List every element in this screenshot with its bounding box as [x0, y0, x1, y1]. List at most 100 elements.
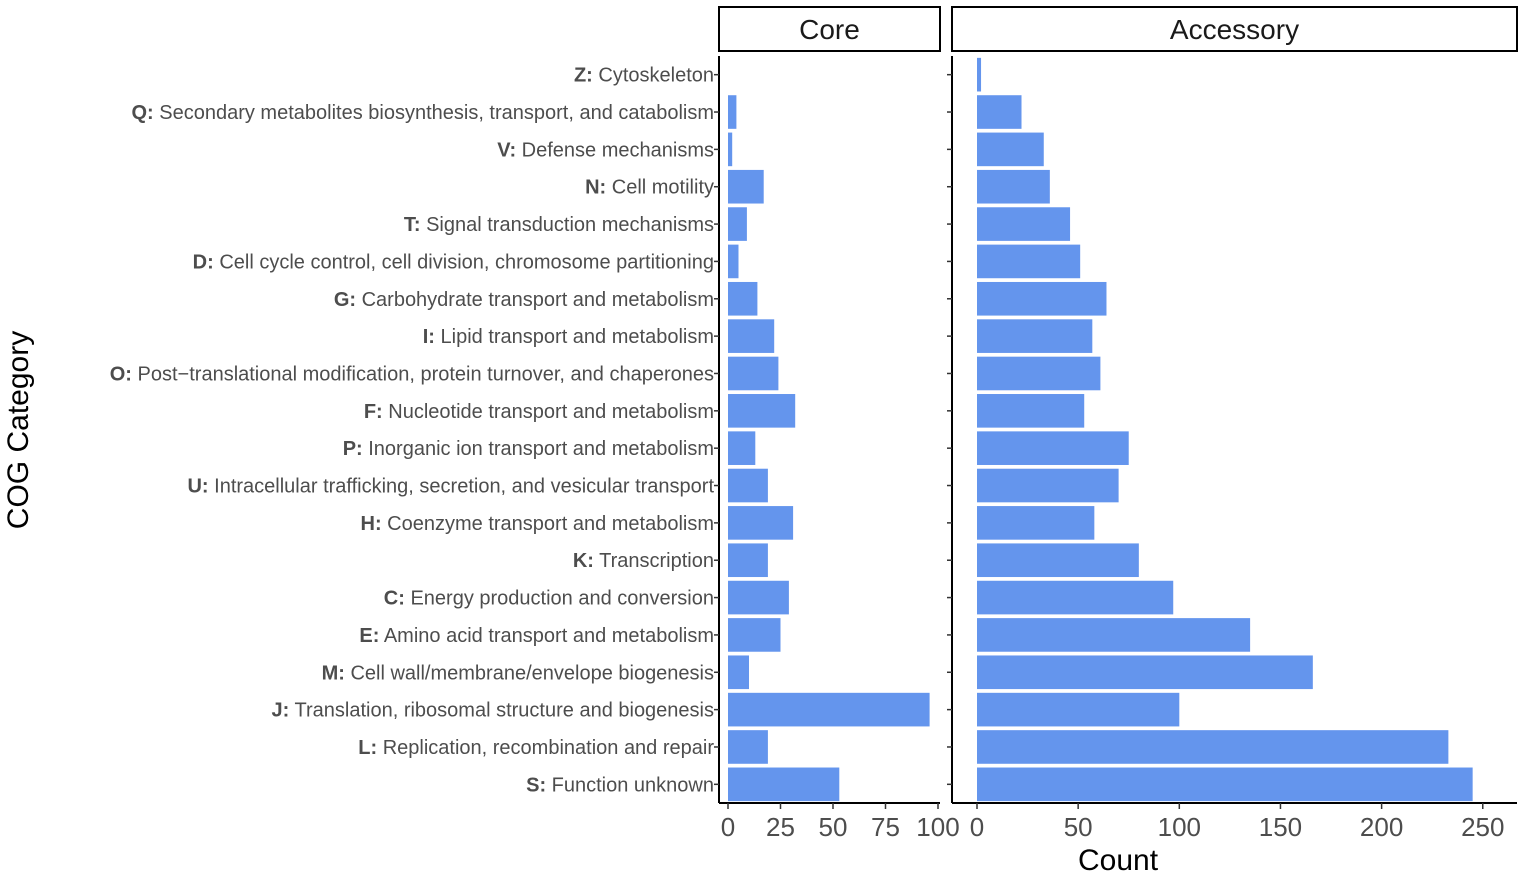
bar — [977, 95, 1022, 129]
x-tick-label: 75 — [871, 812, 900, 842]
category-description: Cell cycle control, cell division, chrom… — [214, 251, 714, 273]
bar — [977, 394, 1085, 428]
category-description: Cell motility — [606, 177, 714, 199]
category-code: N: — [585, 177, 606, 199]
bar — [977, 319, 1093, 353]
bar — [977, 281, 1107, 316]
bar — [728, 281, 758, 316]
bar — [728, 543, 768, 578]
category-label: P: Inorganic ion transport and metabolis… — [343, 438, 714, 460]
category-code: U: — [187, 476, 208, 498]
category-label: U: Intracellular trafficking, secretion,… — [187, 476, 714, 498]
x-tick-label: 200 — [1360, 812, 1403, 842]
category-label: Z: Cytoskeleton — [574, 65, 714, 87]
bar — [977, 543, 1139, 578]
category-code: M: — [322, 662, 345, 684]
bar — [977, 169, 1050, 204]
category-code: P: — [343, 438, 363, 460]
bar — [728, 431, 756, 465]
bar — [728, 580, 789, 615]
category-description: Amino acid transport and metabolism — [379, 625, 714, 647]
category-labels: Z: Cytoskeleton Q: Secondary metabolites … — [110, 65, 715, 797]
category-code: Z: — [574, 65, 593, 87]
facet-strip — [951, 6, 1518, 52]
x-tick-label: 25 — [766, 812, 795, 842]
category-code: Q: — [131, 102, 153, 124]
x-tick-label: 0 — [970, 812, 984, 842]
x-tick-label: 50 — [1064, 812, 1093, 842]
bar — [728, 468, 768, 503]
category-code: C: — [384, 588, 405, 610]
category-code: H: — [361, 513, 382, 535]
bar — [977, 431, 1129, 465]
category-code: I: — [423, 326, 435, 348]
category-label: L: Replication, recombination and repair — [358, 737, 714, 759]
category-code: F: — [364, 401, 383, 423]
x-tick-label: 150 — [1259, 812, 1302, 842]
bar — [977, 506, 1095, 540]
category-description: Function unknown — [546, 774, 714, 796]
facet-strip-label: Accessory — [1170, 14, 1299, 45]
y-axis-title: COG Category — [2, 331, 35, 529]
bar — [728, 244, 739, 279]
bar — [728, 95, 737, 129]
x-axis-title: Count — [1078, 844, 1159, 877]
bar — [728, 618, 781, 652]
category-label: M: Cell wall/membrane/envelope biogenesi… — [322, 662, 714, 684]
category-description: Lipid transport and metabolism — [435, 326, 714, 348]
category-label: K: Transcription — [573, 550, 714, 572]
category-label: I: Lipid transport and metabolism — [423, 326, 714, 348]
category-description: Energy production and conversion — [405, 588, 714, 610]
x-tick-label: 250 — [1461, 812, 1504, 842]
category-label: C: Energy production and conversion — [384, 588, 714, 610]
bar — [977, 767, 1473, 802]
bar — [728, 394, 796, 428]
category-label: Q: Secondary metabolites biosynthesis, t… — [131, 102, 714, 124]
bar — [728, 506, 794, 540]
category-label: F: Nucleotide transport and metabolism — [364, 401, 714, 423]
bar — [977, 655, 1313, 690]
x-tick-label: 100 — [1158, 812, 1201, 842]
bar — [728, 356, 779, 391]
category-label: S: Function unknown — [526, 774, 714, 796]
x-tick-label: 50 — [819, 812, 848, 842]
category-description: Inorganic ion transport and metabolism — [363, 438, 714, 460]
category-description: Secondary metabolites biosynthesis, tran… — [154, 102, 714, 124]
category-description: Intracellular trafficking, secretion, an… — [209, 476, 715, 498]
category-description: Cell wall/membrane/envelope biogenesis — [345, 662, 714, 684]
bar — [728, 730, 768, 764]
bar — [977, 468, 1119, 503]
category-label: G: Carbohydrate transport and metabolism — [334, 289, 714, 311]
category-code: J: — [272, 700, 290, 722]
facet-strip-label: Core — [799, 14, 860, 45]
x-tick-label: 0 — [721, 812, 735, 842]
bar — [977, 580, 1174, 615]
category-code: V: — [497, 139, 516, 161]
bar — [977, 356, 1101, 391]
category-label: J: Translation, ribosomal structure and … — [272, 700, 714, 722]
bar — [728, 655, 749, 690]
bar — [728, 767, 840, 802]
category-code: D: — [193, 251, 214, 273]
category-description: Post−translational modification, protein… — [132, 363, 714, 385]
category-label: H: Coenzyme transport and metabolism — [361, 513, 714, 535]
category-description: Defense mechanisms — [516, 139, 714, 161]
bar — [728, 207, 747, 241]
category-description: Cytoskeleton — [593, 65, 714, 87]
category-label: T: Signal transduction mechanisms — [404, 214, 714, 236]
bar — [728, 169, 764, 204]
bar — [977, 132, 1044, 167]
category-description: Translation, ribosomal structure and bio… — [289, 700, 714, 722]
panel-accessory: Accessory 0 50 100 150 200 250 — [947, 6, 1518, 842]
category-description: Replication, recombination and repair — [377, 737, 714, 759]
panel-core: Core 0 25 50 75 100 — [714, 6, 960, 842]
category-code: E: — [359, 625, 379, 647]
bar — [977, 692, 1180, 727]
bar — [728, 132, 733, 167]
bar — [977, 244, 1081, 279]
category-code: T: — [404, 214, 421, 236]
bar — [728, 319, 775, 353]
category-description: Nucleotide transport and metabolism — [383, 401, 714, 423]
bar — [728, 692, 930, 727]
category-label: D: Cell cycle control, cell division, ch… — [193, 251, 714, 273]
